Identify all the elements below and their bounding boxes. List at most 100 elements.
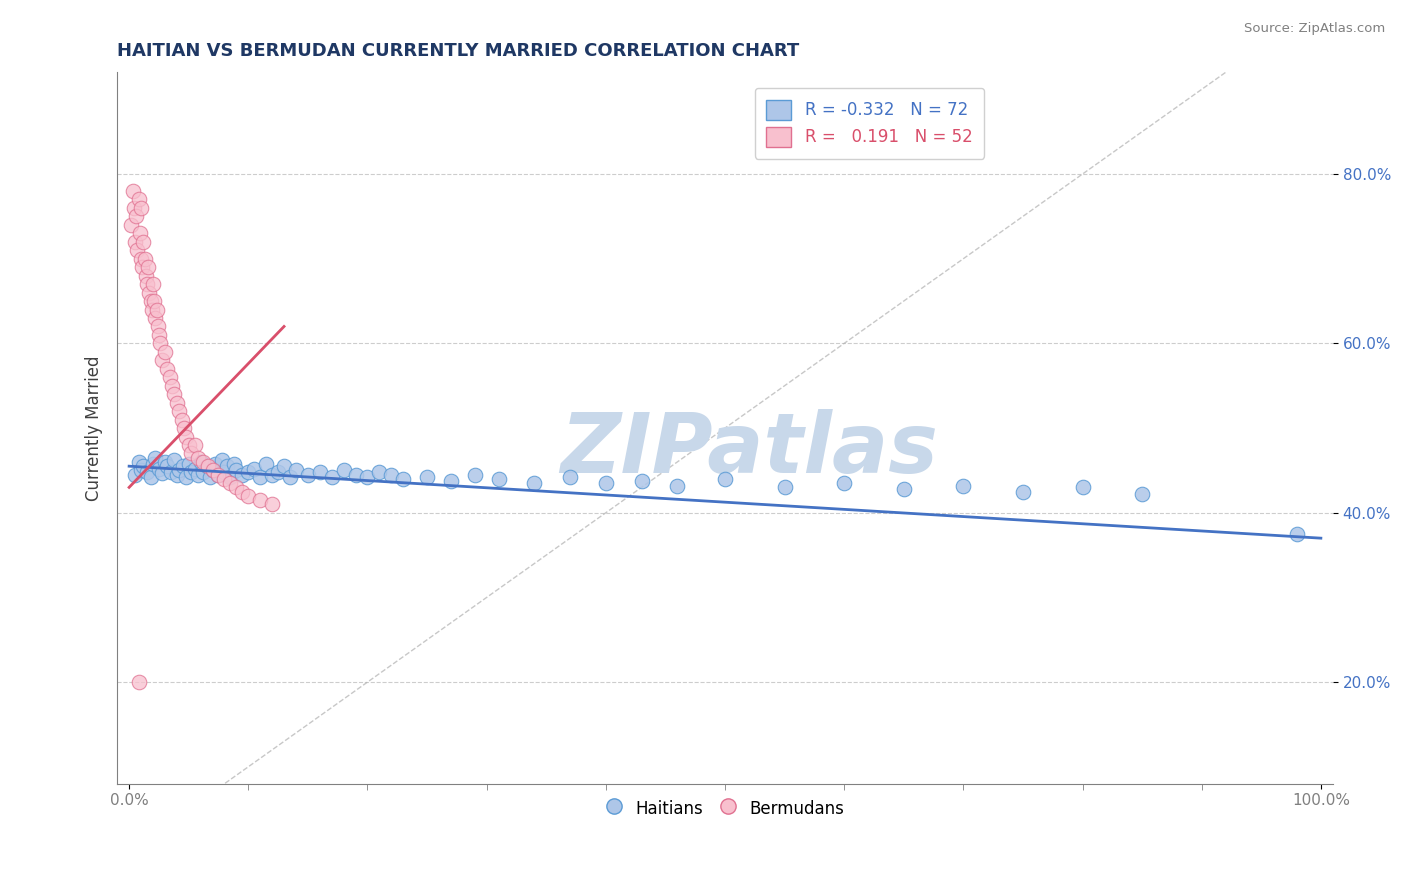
Point [262,497,284,511]
Point [356,470,378,484]
Point [173,421,195,435]
Point [488,472,510,486]
Point [142,457,165,471]
Point [214,472,236,486]
Point [630,474,652,488]
Point [187,467,209,482]
Point [558,470,581,484]
Point [172,459,194,474]
Text: ZIPatlas: ZIPatlas [561,409,938,490]
Point [190,455,212,469]
Point [121,184,143,198]
Point [222,457,245,471]
Point [215,459,238,474]
Point [1071,480,1094,494]
Point [129,463,152,477]
Point [201,463,224,477]
Point [243,461,266,475]
Point [160,378,183,392]
Point [207,467,229,482]
Point [142,277,165,292]
Point [167,404,190,418]
Point [170,412,193,426]
Point [148,461,170,475]
Text: Source: ZipAtlas.com: Source: ZipAtlas.com [1244,22,1385,36]
Point [392,472,415,486]
Point [666,478,689,492]
Point [145,302,167,317]
Point [124,235,146,249]
Point [163,453,186,467]
Point [180,446,202,460]
Point [136,277,159,292]
Point [124,467,146,482]
Point [132,235,155,249]
Point [131,260,153,275]
Point [238,489,260,503]
Point [595,476,617,491]
Point [225,480,247,494]
Point [139,470,162,484]
Point [231,484,253,499]
Point [198,470,221,484]
Point [177,438,200,452]
Point [143,310,166,325]
Point [197,459,219,474]
Point [195,459,218,474]
Point [416,470,439,484]
Legend: Haitians, Bermudans: Haitians, Bermudans [599,791,851,825]
Point [219,470,242,484]
Point [152,466,174,480]
Point [152,353,174,368]
Point [136,260,159,275]
Point [1012,484,1035,499]
Point [284,463,307,477]
Point [201,463,224,477]
Point [254,457,277,471]
Point [321,470,343,484]
Point [128,227,150,241]
Point [368,465,391,479]
Point [464,467,486,482]
Point [191,465,214,479]
Point [1130,487,1153,501]
Point [773,480,796,494]
Point [249,470,271,484]
Point [214,465,236,479]
Point [952,478,974,492]
Point [231,467,253,482]
Point [344,467,367,482]
Point [177,457,200,471]
Point [440,474,463,488]
Point [121,218,143,232]
Point [166,467,188,482]
Point [207,467,229,482]
Point [156,361,179,376]
Point [156,459,179,474]
Point [146,319,169,334]
Point [249,493,271,508]
Point [297,467,319,482]
Point [219,476,242,491]
Point [893,482,915,496]
Point [167,463,190,477]
Point [128,193,150,207]
Point [191,455,214,469]
Point [125,210,148,224]
Point [141,302,163,317]
Point [132,459,155,474]
Point [238,465,260,479]
Point [122,201,145,215]
Point [832,476,855,491]
Point [262,467,284,482]
Point [135,268,157,283]
Point [308,465,330,479]
Point [127,244,149,258]
Point [176,470,198,484]
Point [139,294,162,309]
Point [211,453,233,467]
Point [143,294,166,309]
Y-axis label: Currently Married: Currently Married [86,355,103,500]
Point [148,327,170,342]
Point [163,387,186,401]
